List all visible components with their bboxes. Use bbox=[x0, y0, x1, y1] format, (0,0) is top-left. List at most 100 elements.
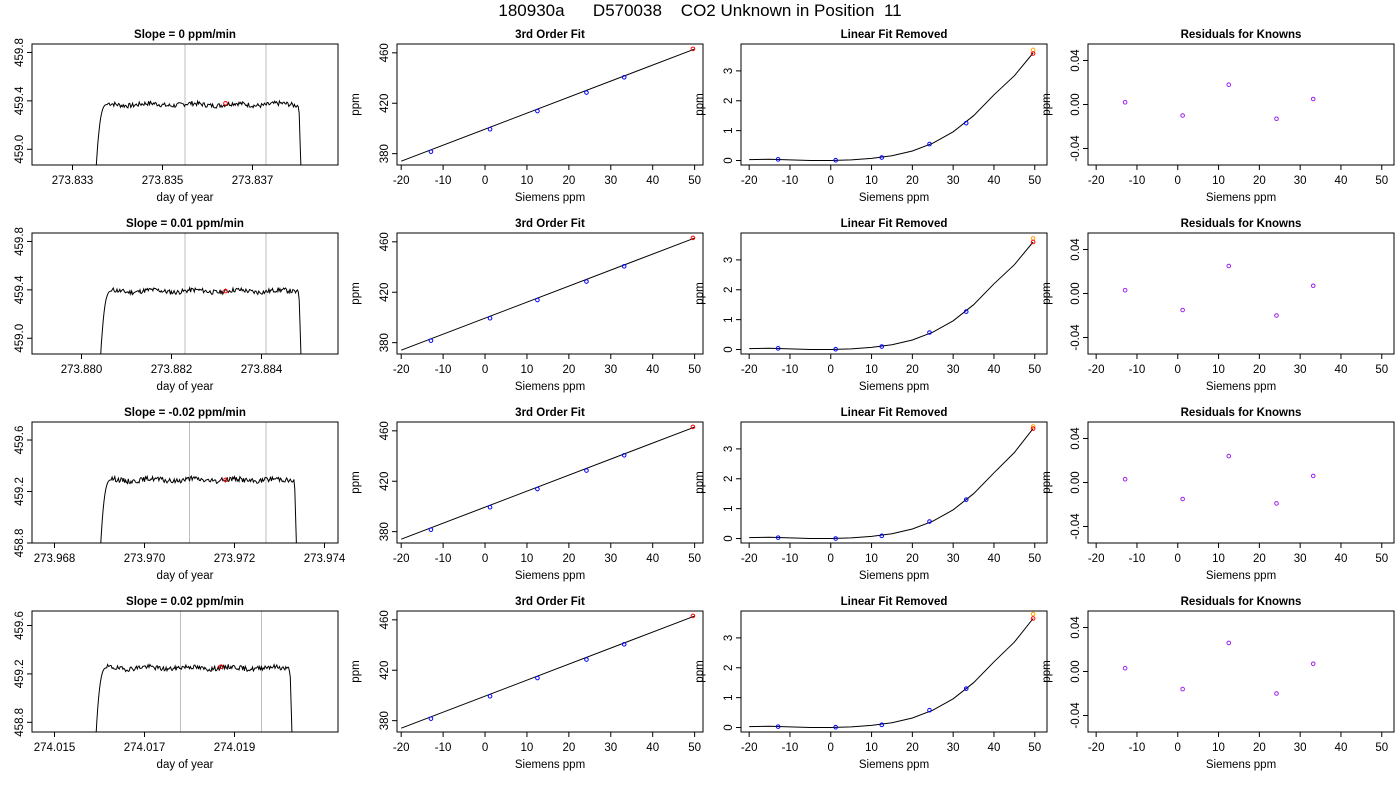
x-axis-label: Siemens ppm bbox=[859, 381, 929, 393]
known-point bbox=[487, 126, 493, 132]
residual-point bbox=[1180, 113, 1185, 118]
x-tick-label: 0 bbox=[1175, 364, 1181, 376]
series-line bbox=[100, 285, 302, 354]
reported-point bbox=[1030, 424, 1036, 429]
residual-point bbox=[1226, 263, 1232, 269]
panel-title: Slope = 0 ppm/min bbox=[134, 29, 236, 41]
x-tick-label: -10 bbox=[1129, 175, 1146, 187]
y-tick-label: 459.8 bbox=[14, 227, 26, 256]
unknown-mean-point bbox=[218, 664, 224, 669]
y-axis-label: ppm bbox=[350, 471, 362, 493]
known-point bbox=[833, 346, 838, 352]
plot-data bbox=[401, 613, 696, 729]
known-point bbox=[927, 707, 932, 713]
y-tick-label: 0.00 bbox=[1070, 282, 1082, 304]
x-tick-label: 273.884 bbox=[241, 364, 283, 376]
x-tick-label: 10 bbox=[521, 742, 534, 754]
y-axis-label: ppm bbox=[694, 660, 706, 682]
y-tick-label: 458.8 bbox=[14, 708, 26, 737]
x-tick-label: 273.833 bbox=[52, 175, 94, 187]
x-tick-label: 30 bbox=[604, 553, 617, 565]
residual-point bbox=[1226, 640, 1232, 646]
series-line bbox=[100, 474, 297, 543]
x-tick-label: 0 bbox=[828, 553, 834, 565]
known-point bbox=[584, 279, 589, 284]
x-tick-label: 10 bbox=[865, 175, 878, 187]
x-tick-label: 50 bbox=[688, 742, 701, 754]
panel-4-2: 3rd Order Fit Siemens ppm ppm -20 -10 0 10 20 30… bbox=[350, 596, 704, 771]
plot-frame bbox=[740, 43, 1048, 166]
y-tick-label: -0.04 bbox=[1070, 135, 1082, 162]
x-tick-label: 10 bbox=[1212, 742, 1225, 754]
x-tick-label: 50 bbox=[688, 364, 701, 376]
fit-line bbox=[401, 426, 695, 540]
y-tick-label: 459.2 bbox=[14, 477, 26, 506]
x-tick-label: 273.972 bbox=[214, 553, 256, 565]
x-axis-label: day of year bbox=[157, 381, 214, 393]
known-point bbox=[833, 724, 838, 730]
y-tick-label: 459.6 bbox=[14, 611, 26, 640]
x-tick-label: 50 bbox=[1375, 742, 1388, 754]
plot-frame bbox=[1087, 43, 1395, 166]
panel-3-3: Linear Fit Removed Siemens ppm ppm -20 -10 0 1… bbox=[694, 407, 1048, 582]
x-tick-label: 30 bbox=[947, 742, 960, 754]
unknown-point bbox=[690, 424, 696, 430]
x-tick-label: 20 bbox=[562, 175, 575, 187]
x-tick-label: 30 bbox=[947, 175, 960, 187]
known-point bbox=[963, 686, 969, 691]
x-tick-label: 50 bbox=[1028, 175, 1041, 187]
y-tick-label: -0.04 bbox=[1070, 513, 1082, 540]
known-point bbox=[775, 724, 781, 729]
residual-point bbox=[1122, 476, 1128, 482]
unknown-point bbox=[690, 235, 696, 241]
x-tick-label: 40 bbox=[988, 175, 1001, 187]
x-tick-label: -20 bbox=[393, 175, 410, 187]
y-tick-label: 0.04 bbox=[1070, 427, 1082, 450]
page-title: 180930a D570038 CO2 Unknown in Position … bbox=[498, 1, 902, 20]
known-point bbox=[963, 120, 969, 126]
y-tick-label: 459.8 bbox=[14, 38, 26, 67]
x-tick-label: 40 bbox=[988, 553, 1001, 565]
x-tick-label: -20 bbox=[1088, 364, 1105, 376]
x-tick-label: -10 bbox=[1129, 553, 1146, 565]
unknown-mean-point bbox=[223, 288, 228, 294]
plot-frame bbox=[31, 232, 339, 355]
y-tick-label: 459.0 bbox=[14, 324, 26, 353]
x-tick-label: 40 bbox=[988, 742, 1001, 754]
y-tick-label: 0.00 bbox=[1070, 93, 1082, 115]
x-tick-label: 0 bbox=[482, 742, 488, 754]
y-tick-label: 380 bbox=[379, 711, 391, 730]
fit-line bbox=[401, 237, 695, 351]
panel-title: 3rd Order Fit bbox=[515, 218, 585, 230]
y-tick-label: 2 bbox=[723, 287, 735, 293]
known-point bbox=[487, 504, 493, 510]
x-tick-label: 20 bbox=[1253, 175, 1266, 187]
x-axis-label: Siemens ppm bbox=[515, 759, 585, 771]
y-tick-label: 459.2 bbox=[14, 660, 26, 689]
y-tick-label: 2 bbox=[723, 98, 735, 104]
y-tick-label: 460 bbox=[379, 421, 391, 440]
panel-title: Linear Fit Removed bbox=[841, 407, 948, 419]
y-axis-label: ppm bbox=[350, 660, 362, 682]
x-tick-label: -10 bbox=[435, 553, 452, 565]
known-point bbox=[879, 533, 885, 539]
panel-1-3: Linear Fit Removed Siemens ppm ppm -20 -10 0 1… bbox=[694, 29, 1048, 204]
panel-title: 3rd Order Fit bbox=[515, 407, 585, 419]
x-axis-label: Siemens ppm bbox=[859, 759, 929, 771]
y-axis-label: ppm bbox=[694, 282, 706, 304]
panel-4-3: Linear Fit Removed Siemens ppm ppm -20 -10 0 1… bbox=[694, 596, 1048, 771]
y-tick-label: 420 bbox=[379, 661, 391, 680]
x-tick-label: -20 bbox=[741, 364, 758, 376]
panel-4-4: Residuals for Knowns Siemens ppm ppm -20 -10… bbox=[1041, 596, 1395, 771]
known-point bbox=[879, 722, 885, 728]
x-tick-label: 273.882 bbox=[151, 364, 193, 376]
x-tick-label: 10 bbox=[1212, 364, 1225, 376]
panel-title: Slope = 0.01 ppm/min bbox=[126, 218, 244, 230]
x-tick-label: 30 bbox=[1294, 553, 1307, 565]
x-tick-label: 20 bbox=[906, 364, 919, 376]
y-tick-label: 0 bbox=[723, 724, 735, 730]
x-tick-label: 20 bbox=[906, 175, 919, 187]
x-axis-label: Siemens ppm bbox=[515, 192, 585, 204]
known-point bbox=[775, 535, 781, 540]
plot-frame bbox=[740, 610, 1048, 733]
